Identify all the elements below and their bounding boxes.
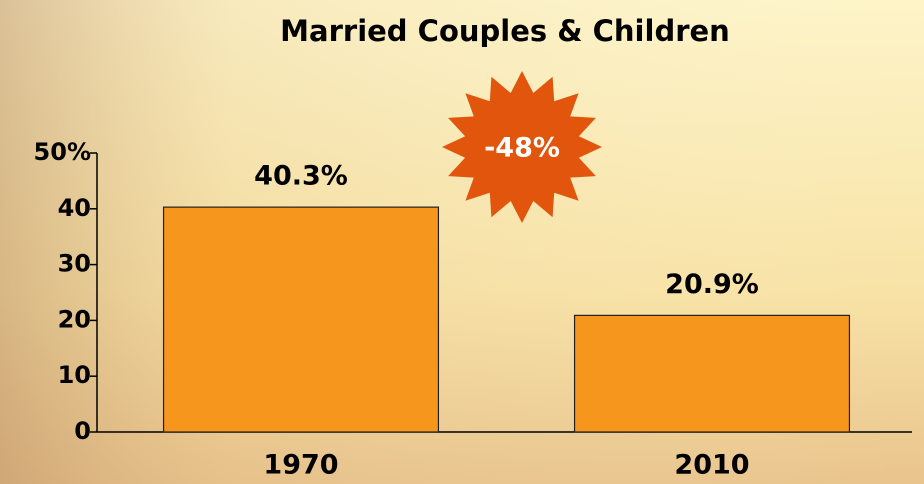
- y-tick-label: 0: [74, 417, 91, 445]
- y-tick-label: 30: [58, 250, 91, 278]
- bar: [573, 314, 851, 433]
- bar: [162, 206, 440, 433]
- starburst: [442, 71, 602, 223]
- y-tick-label: 20: [58, 305, 91, 333]
- value-label: 40.3%: [254, 161, 348, 192]
- y-tick-label: 40: [58, 194, 91, 222]
- y-tick-label: 50%: [34, 138, 91, 166]
- annotation: -48%: [484, 133, 560, 164]
- x-tick-label: 1970: [263, 450, 338, 481]
- y-tick-label: 10: [58, 361, 91, 389]
- x-tick-label: 2010: [674, 450, 749, 481]
- value-label: 20.9%: [665, 269, 759, 300]
- chart-title: Married Couples & Children: [280, 14, 730, 48]
